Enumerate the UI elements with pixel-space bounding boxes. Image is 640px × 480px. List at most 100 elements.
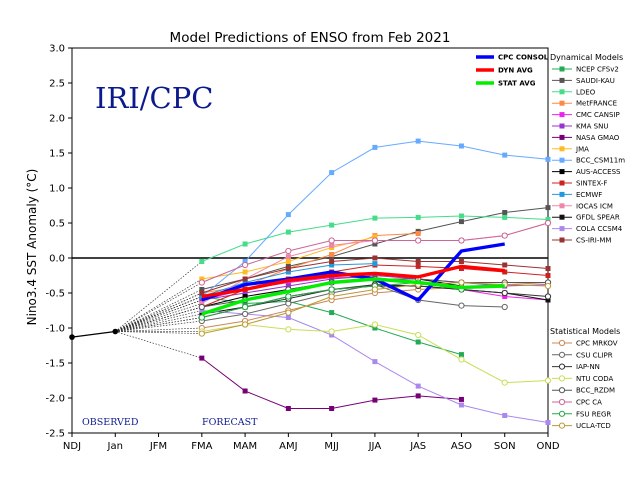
point-bcc-rzdm xyxy=(198,303,205,311)
x-tick-label: JAS xyxy=(409,441,426,452)
legend-label-sintex-f: SINTEX-F xyxy=(576,180,607,188)
legend-label-iocas-icm: IOCAS ICM xyxy=(576,202,613,210)
point-ntu-coda xyxy=(328,328,335,335)
point-cs-iri-mm xyxy=(199,290,205,296)
y-tick-label: -1.5 xyxy=(45,359,65,370)
legend-label-metfrance: MetFRANCE xyxy=(576,100,617,108)
series-ucla-tcd xyxy=(198,279,552,337)
series-cs-iri-mm xyxy=(199,255,551,296)
point-cpc-ca xyxy=(501,232,508,239)
point-cs-iri-mm xyxy=(458,259,464,264)
point-sintex-f xyxy=(502,269,508,275)
y-tick-label: -2.5 xyxy=(45,429,65,440)
point-ldeo xyxy=(372,215,378,221)
point-csu-clipr xyxy=(501,303,508,311)
point-ldeo xyxy=(329,222,335,228)
point-ucla-tcd xyxy=(198,330,205,337)
point-nasa-gmao xyxy=(242,388,248,394)
connector-ucla-tcd xyxy=(115,331,202,334)
connector-iocas-icm xyxy=(115,303,202,332)
point-saudi-kau xyxy=(372,241,378,247)
x-tick-label: AMJ xyxy=(279,441,297,452)
point-fsu-regr xyxy=(328,286,335,293)
legend-label-cs-iri-mm: CS-IRI-MM xyxy=(576,237,611,245)
x-tick-label: FMA xyxy=(191,441,212,452)
legend-label-bcc-rzdm: BCC_RZDM xyxy=(576,387,615,395)
point-ecmwf xyxy=(329,262,335,268)
point-ecmwf xyxy=(285,269,291,275)
point-bcc-csm11m xyxy=(285,212,291,218)
y-tick-label: 1.0 xyxy=(49,184,65,195)
observed-point xyxy=(112,328,119,335)
legend-swatch-marker-ncep-cfsv2 xyxy=(559,66,565,72)
point-kma-snu xyxy=(242,290,248,296)
connector-ecmwf xyxy=(115,296,202,332)
point-cpc-ca xyxy=(544,219,552,227)
legend-swatch-marker-aus-access xyxy=(559,169,565,175)
point-iocas-icm xyxy=(285,254,291,260)
point-cs-iri-mm xyxy=(242,276,248,282)
legend-swatch-marker-bcc-csm11m xyxy=(559,157,565,163)
point-cola-ccsm4 xyxy=(199,308,205,313)
point-jma xyxy=(242,269,248,275)
point-bcc-csm11m xyxy=(329,170,335,176)
point-nasa-gmao xyxy=(285,406,291,411)
series-line-csu-clipr xyxy=(201,284,505,322)
legend-swatch-marker-ldeo xyxy=(559,89,565,95)
point-metfrance xyxy=(415,231,421,236)
legend-swatch-marker-bcc-rzdm xyxy=(558,387,566,394)
connector-ldeo xyxy=(115,261,203,332)
point-cola-ccsm4 xyxy=(545,420,551,425)
legend-label-cmc-cansip: CMC CANSIP xyxy=(576,111,620,119)
point-nasa-gmao xyxy=(372,397,378,403)
point-ucla-tcd xyxy=(241,321,249,328)
point-cola-ccsm4 xyxy=(372,359,378,365)
x-tick-label: MJJ xyxy=(324,441,339,452)
point-ucla-tcd xyxy=(458,279,465,286)
chart-title: Model Predictions of ENSO from Feb 2021 xyxy=(170,30,451,46)
point-ldeo xyxy=(285,229,291,235)
legend-label-ecmwf: ECMWF xyxy=(576,191,602,199)
point-ntu-coda xyxy=(285,326,292,333)
point-cpc-ca xyxy=(241,261,249,269)
series-lines xyxy=(69,138,552,425)
y-tick-label: 2.0 xyxy=(49,114,65,125)
iri-cpc-logo: IRI/CPC xyxy=(95,81,213,115)
point-ncep-cfsv2 xyxy=(372,325,378,331)
point-nasa-gmao xyxy=(458,396,464,402)
x-tick-label: JJA xyxy=(368,441,382,452)
point-metfrance xyxy=(329,252,335,257)
point-cola-ccsm4 xyxy=(329,332,335,338)
dynamical-legend: Dynamical Models NCEP CFSv2 SAUDI-KAU LDEO… xyxy=(550,53,625,245)
point-cpc-ca xyxy=(415,237,422,244)
y-axis-label: Nino3.4 SST Anomaly (°C) xyxy=(25,169,39,326)
legend-swatch-marker-fsu-regr xyxy=(558,410,566,417)
legend-swatch-marker-ntu-coda xyxy=(558,375,566,382)
point-sintex-f xyxy=(545,273,551,278)
x-tick-label: NDJ xyxy=(63,441,81,452)
plot-area xyxy=(71,47,549,434)
point-cpc-ca xyxy=(371,237,379,244)
x-tick-label: MAM xyxy=(233,441,257,452)
legend-label-kma-snu: KMA SNU xyxy=(576,123,608,131)
point-ucla-tcd xyxy=(285,309,292,316)
legend-label-ucla-tcd: UCLA-TCD xyxy=(576,422,611,430)
point-ldeo xyxy=(415,214,421,220)
x-tick-label: SON xyxy=(494,441,516,452)
connector-saudi-kau xyxy=(115,289,202,332)
point-ncep-cfsv2 xyxy=(415,339,421,345)
y-tick-label: 0.5 xyxy=(49,219,65,230)
point-ldeo xyxy=(545,217,551,222)
point-fsu-regr xyxy=(198,314,205,321)
legend-swatch-marker-cmc-cansip xyxy=(559,112,565,118)
point-ntu-coda xyxy=(544,377,552,384)
point-ldeo xyxy=(242,241,248,247)
point-iocas-icm xyxy=(329,242,335,248)
legend-label-saudi-kau: SAUDI-KAU xyxy=(576,77,615,85)
point-iap-nn xyxy=(544,293,552,300)
connector-jma xyxy=(115,278,202,332)
point-csu-clipr xyxy=(458,302,465,309)
legend-label-stat-avg: STAT AVG xyxy=(498,80,536,88)
summary-line-stat-avg xyxy=(201,277,505,316)
point-saudi-kau xyxy=(502,210,508,215)
